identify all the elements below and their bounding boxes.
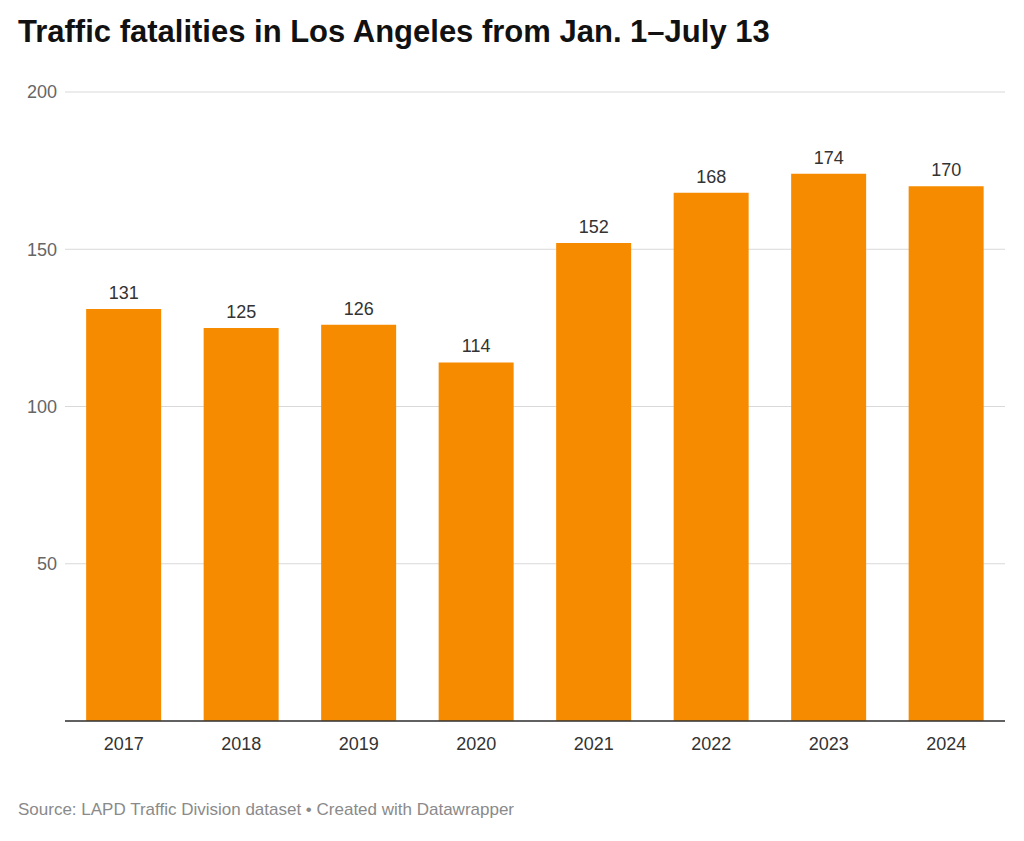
svg-text:152: 152 bbox=[579, 217, 609, 237]
svg-text:2024: 2024 bbox=[926, 734, 966, 754]
html-text:Source: LAPD Traffic Division: Source: LAPD Traffic Division dataset • … bbox=[18, 800, 514, 819]
svg-text:125: 125 bbox=[226, 302, 256, 322]
svg-text:2021: 2021 bbox=[574, 734, 614, 754]
svg-text:126: 126 bbox=[344, 299, 374, 319]
svg-text:114: 114 bbox=[462, 336, 491, 356]
svg-text:2018: 2018 bbox=[221, 734, 261, 754]
svg-text:50: 50 bbox=[37, 554, 57, 574]
svg-text:2020: 2020 bbox=[456, 734, 496, 754]
svg-text:168: 168 bbox=[696, 167, 726, 187]
svg-text:150: 150 bbox=[27, 240, 57, 260]
html-text:Traffic fatalities in Los Ange: Traffic fatalities in Los Angeles from J… bbox=[18, 14, 770, 49]
svg-text:2019: 2019 bbox=[339, 734, 379, 754]
svg-text:2022: 2022 bbox=[691, 734, 731, 754]
svg-text:200: 200 bbox=[27, 82, 57, 102]
svg-text:2023: 2023 bbox=[809, 734, 849, 754]
svg-text:174: 174 bbox=[814, 148, 844, 168]
svg-text:2017: 2017 bbox=[104, 734, 144, 754]
svg-text:131: 131 bbox=[109, 283, 139, 303]
svg-text:170: 170 bbox=[931, 160, 961, 180]
svg-text:100: 100 bbox=[27, 397, 57, 417]
